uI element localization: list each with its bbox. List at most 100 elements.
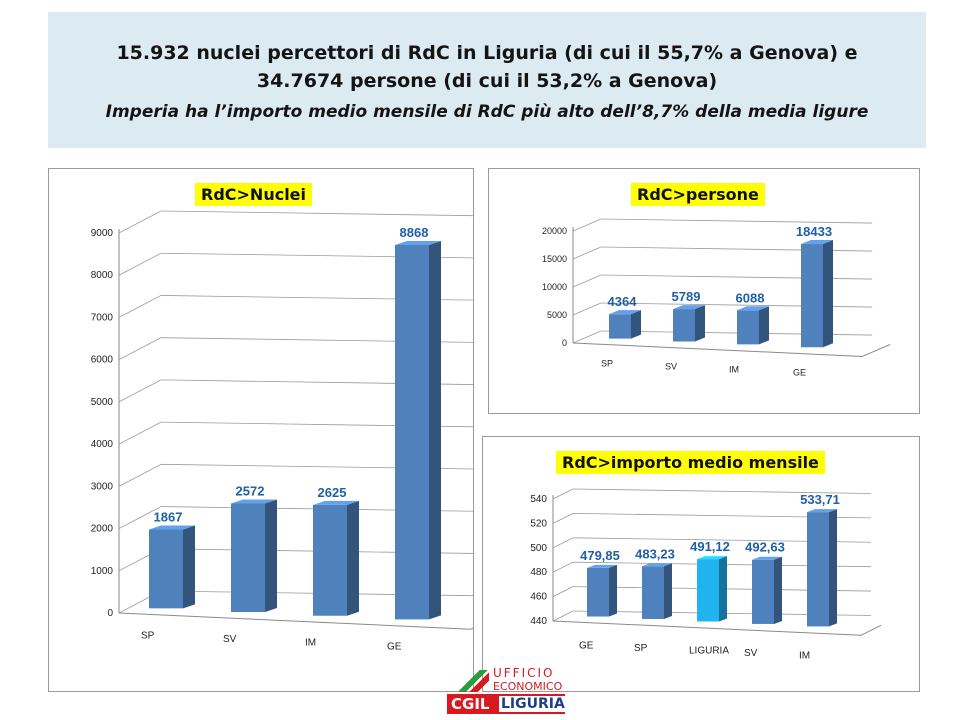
gridline-side [118, 210, 162, 234]
y-tick-label: 20000 [542, 226, 567, 236]
bar-side [609, 564, 617, 617]
data-label: 533,71 [800, 492, 840, 507]
bar-side [631, 310, 641, 339]
bar-front [231, 503, 265, 613]
x-tick-label: GE [793, 367, 806, 377]
gridline-side [118, 506, 162, 529]
data-label: 491,12 [690, 539, 730, 554]
cgil-logo: UFFICIO ECONOMICO CGIL LIGURIA [447, 666, 567, 718]
x-tick-label: SV [665, 362, 677, 372]
y-tick-label: 540 [530, 494, 547, 505]
gridline-side [552, 513, 574, 524]
gridline-side [118, 379, 162, 403]
floor-edge [860, 624, 882, 636]
bar-im [313, 500, 359, 616]
gridline-side [118, 337, 162, 361]
y-tick-label: 0 [562, 338, 567, 348]
floor-edge [862, 344, 891, 357]
bar-top [587, 564, 617, 568]
y-tick-label: 8000 [91, 270, 114, 281]
x-tick-label: SP [634, 643, 648, 654]
x-tick-label: IM [799, 650, 810, 661]
data-label: 1867 [154, 510, 183, 525]
bar-front [801, 244, 823, 348]
logo-ufficio: UFFICIO [493, 666, 555, 680]
bar-front [673, 309, 695, 342]
x-tick-label: LIGURIA [689, 645, 729, 656]
gridline-side [572, 330, 602, 344]
y-tick-label: 520 [530, 518, 547, 529]
x-axis-line [572, 342, 863, 357]
chart-panel-nuclei: 0 1000 2000 3000 4000 5000 6000 7000 8000 9000 186… [48, 168, 474, 692]
bar-front [587, 567, 609, 617]
gridline-side [572, 274, 602, 288]
bar-ge [587, 564, 617, 617]
bar-top [673, 305, 705, 310]
data-label: 6088 [736, 290, 765, 305]
gridline-side [552, 586, 574, 597]
gridline-back [572, 488, 872, 494]
y-tick-label: 10000 [542, 282, 567, 292]
bar-top [752, 556, 782, 560]
logo-stripes-icon [459, 670, 489, 692]
gridline-side [572, 302, 602, 316]
chart-nuclei: 0 1000 2000 3000 4000 5000 6000 7000 8000 9000 186… [91, 210, 473, 652]
gridline-back [160, 210, 473, 217]
bar-side [719, 556, 727, 622]
y-tick-label: 5000 [547, 310, 567, 320]
data-label: 8868 [400, 225, 429, 240]
chart-title-persone: RdC>persone [631, 183, 765, 206]
data-label: 2625 [318, 485, 347, 500]
bar-side [183, 525, 195, 609]
gridline-side [552, 537, 574, 549]
x-tick-label: SV [744, 648, 758, 659]
logo-cgil: CGIL [451, 695, 490, 713]
y-tick-label: 7000 [91, 312, 114, 323]
bar-front [807, 512, 829, 627]
y-tick-label: 15000 [542, 254, 567, 264]
bar-sv [752, 556, 782, 624]
gridline-side [118, 463, 162, 487]
data-label: 2572 [236, 483, 265, 498]
x-axis-line [118, 612, 471, 630]
bar-sp [642, 563, 672, 620]
x-tick-label: SV [223, 634, 237, 645]
bar-im [737, 306, 769, 345]
y-tick-label: 0 [107, 608, 113, 619]
bar-top [642, 563, 672, 567]
title-banner: 15.932 nuclei percettori di RdC in Ligur… [48, 12, 926, 148]
plot-area-1: 0 5000 10000 15000 20000 [542, 218, 891, 357]
y-tick-label: 2000 [91, 524, 114, 535]
data-label: 4364 [608, 294, 638, 309]
bar-top [395, 240, 441, 245]
bar-side [347, 500, 359, 616]
data-label: 479,85 [580, 548, 620, 563]
bar-front [313, 504, 347, 616]
data-label: 18433 [796, 224, 832, 239]
floor-edge [470, 627, 473, 630]
bar-top [697, 556, 727, 560]
bar-ge [395, 240, 441, 620]
x-tick-label: IM [305, 638, 316, 649]
headline-line-2: 34.7674 persone (di cui il 53,2% a Genov… [256, 70, 718, 92]
gridline-side [118, 252, 162, 276]
bar-top [807, 509, 837, 513]
bar-front [697, 559, 719, 622]
data-label: 492,63 [745, 540, 785, 555]
bar-sv [231, 499, 277, 613]
bar-top [801, 240, 833, 245]
bar-top [609, 310, 641, 315]
gridline-side [572, 218, 602, 232]
gridline-side [572, 246, 602, 260]
logo-liguria: LIGURIA [499, 696, 567, 712]
bar-front [609, 314, 631, 339]
y-tick-label: 440 [530, 616, 547, 627]
x-tick-label: SP [141, 630, 155, 641]
bar-side [265, 499, 277, 613]
bar-top [737, 306, 769, 311]
gridline-side [552, 610, 574, 622]
x-tick-label: GE [387, 641, 402, 652]
bar-top [231, 499, 277, 504]
y-tick-label: 500 [530, 543, 547, 554]
bar-side [829, 509, 837, 627]
